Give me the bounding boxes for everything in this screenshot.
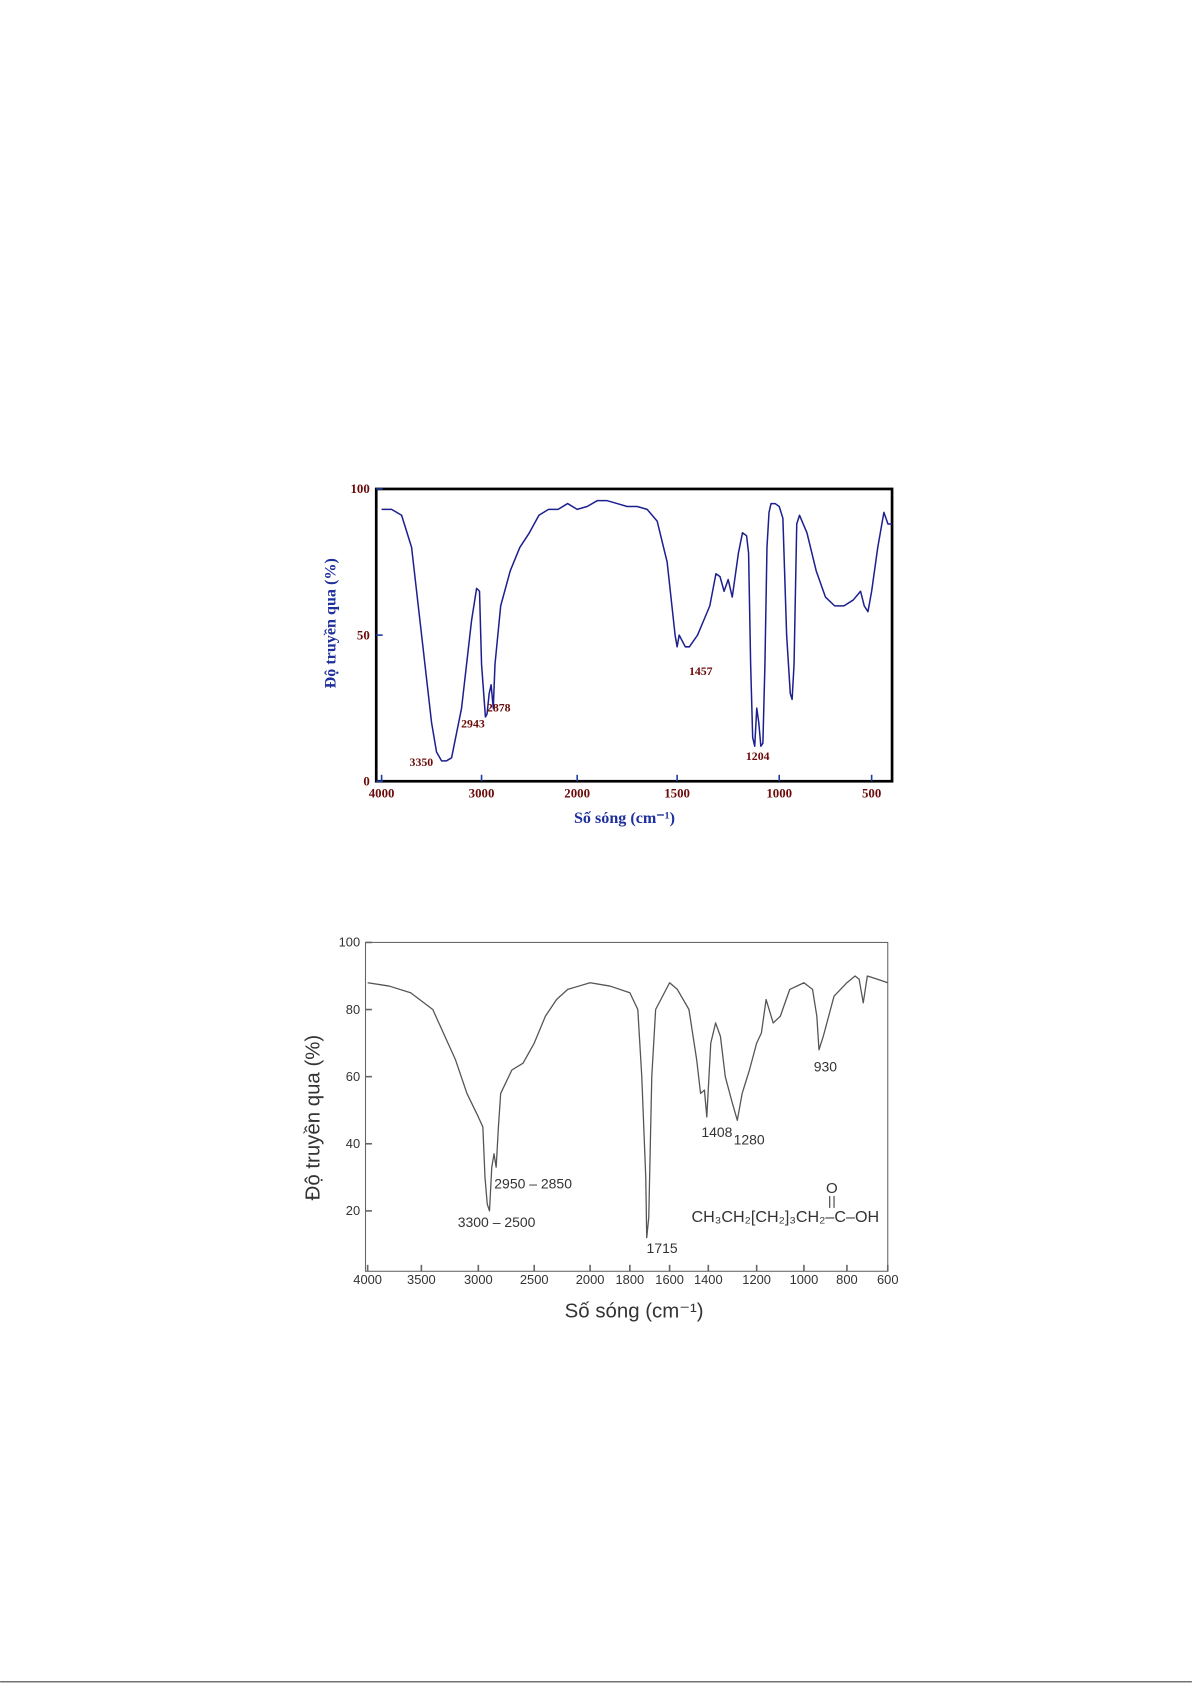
x-tick-label: 1600 — [655, 1272, 684, 1287]
x-axis-label: Số sóng (cm⁻¹) — [574, 810, 675, 827]
chart-2: 4000 3500 3000 2500 2000 1800 1600 1400 1200 1000… — [302, 935, 898, 1323]
x-tick-label: 1000 — [790, 1272, 819, 1287]
spectrum-line — [381, 499, 893, 762]
y-tick-label: 40 — [346, 1136, 360, 1151]
y-tick-label: 0 — [363, 775, 369, 789]
x-tick-label: 2000 — [564, 786, 590, 800]
x-tick-label: 1800 — [616, 1272, 645, 1287]
peak-label: 3300 – 2500 — [458, 1214, 536, 1230]
peak-label: 1715 — [647, 1240, 678, 1256]
peak-label: 1408 — [701, 1124, 732, 1140]
y-tick-label: 60 — [346, 1069, 360, 1084]
x-tick-label: 1400 — [694, 1272, 723, 1287]
x-tick-label: 800 — [836, 1272, 857, 1287]
formula: CH₃CH₂[CH₂]₃CH₂–C–OH — [692, 1208, 880, 1226]
x-tick-label: 600 — [877, 1272, 898, 1287]
peak-label: 2950 – 2850 — [494, 1176, 572, 1192]
x-tick-label: 4000 — [369, 786, 395, 800]
peak-label: 1457 — [689, 664, 713, 678]
x-tick-label: 2500 — [520, 1272, 549, 1287]
x-tick-label: 2000 — [576, 1272, 605, 1287]
y-tick-label: 80 — [346, 1002, 360, 1017]
y-tick-label: 100 — [339, 935, 360, 950]
peak-label: 2943 — [461, 717, 485, 731]
y-axis-label: Độ truyền qua (%) — [322, 558, 339, 688]
x-axis-label: Số sóng (cm⁻¹) — [565, 1300, 704, 1322]
y-tick-label: 100 — [350, 482, 369, 496]
y-axis-label: Độ truyền qua (%) — [302, 1035, 324, 1201]
x-tick-label: 3000 — [469, 786, 495, 800]
chart-1: 4000 3000 2000 1500 1000 500 0 50 100 Số sóng (cm… — [322, 482, 894, 827]
formula-oxygen: O — [826, 1180, 838, 1197]
x-tick-label: 1000 — [766, 786, 792, 800]
peak-label: 1204 — [746, 749, 770, 763]
x-tick-label: 1500 — [664, 786, 690, 800]
peak-label: 3350 — [410, 755, 434, 769]
spectrum-line — [367, 975, 888, 1239]
x-tick-label: 4000 — [353, 1272, 382, 1287]
x-tick-label: 3500 — [407, 1272, 436, 1287]
y-tick-label: 20 — [346, 1203, 360, 1218]
x-tick-label: 1200 — [742, 1272, 771, 1287]
y-tick-label: 50 — [357, 628, 370, 642]
peak-label: 1280 — [734, 1131, 765, 1147]
peak-label: 2878 — [487, 700, 511, 714]
x-tick-label: 3000 — [464, 1272, 493, 1287]
plot-frame — [364, 941, 889, 1272]
peak-label: 930 — [814, 1058, 838, 1074]
x-tick-label: 500 — [862, 786, 881, 800]
